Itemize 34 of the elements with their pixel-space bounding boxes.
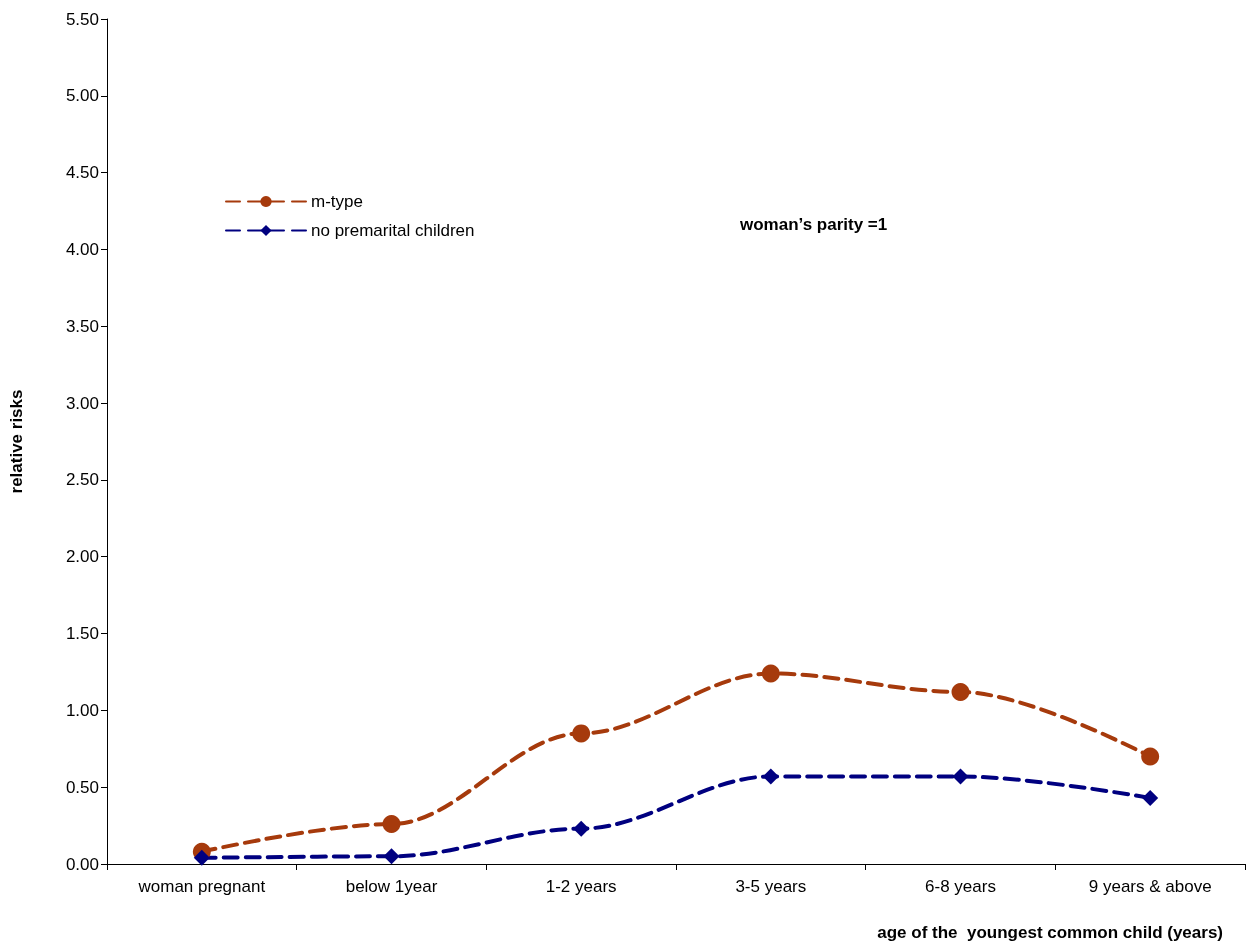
y-tick-label: 5.50: [65, 9, 99, 29]
point: [762, 768, 779, 785]
legend-label: m-type: [311, 192, 363, 211]
y-tick-label: 4.50: [65, 163, 99, 183]
y-tick-label: 3.50: [65, 316, 99, 336]
x-tick-label: 9 years & above: [1088, 877, 1212, 896]
y-tick-label: 0.50: [65, 777, 99, 797]
y-tick-label: 2.50: [65, 470, 99, 490]
point: [1142, 789, 1159, 806]
point: [573, 820, 590, 837]
y-tick-label: 2.00: [65, 547, 99, 567]
point: [572, 724, 591, 743]
y-tick-label: 3.00: [65, 393, 99, 413]
y-tick-label: 4.00: [65, 239, 99, 259]
point: [1141, 747, 1160, 766]
y-tick-label: 1.50: [65, 624, 99, 644]
x-tick-label: below 1year: [345, 877, 438, 896]
y-tick-label: 5.00: [65, 86, 99, 106]
x-tick-label: 3-5 years: [735, 877, 807, 896]
x-tick-label: 6-8 years: [925, 877, 996, 896]
x-tick-label: woman pregnant: [137, 877, 266, 896]
point: [761, 664, 780, 683]
point: [952, 768, 969, 785]
y-tick-label: 1.00: [65, 700, 99, 720]
x-tick-label: 1-2 years: [545, 877, 617, 896]
point: [951, 682, 970, 701]
point: [193, 849, 210, 866]
point: [382, 815, 401, 834]
annotation: woman’s parity =1: [739, 215, 888, 234]
x-axis-title: age of the youngest common child (years): [877, 923, 1223, 942]
y-tick-label: 0.00: [65, 854, 99, 874]
y-axis-title: relative risks: [7, 389, 26, 494]
legend-label: no premarital children: [311, 221, 475, 240]
point: [383, 848, 400, 865]
